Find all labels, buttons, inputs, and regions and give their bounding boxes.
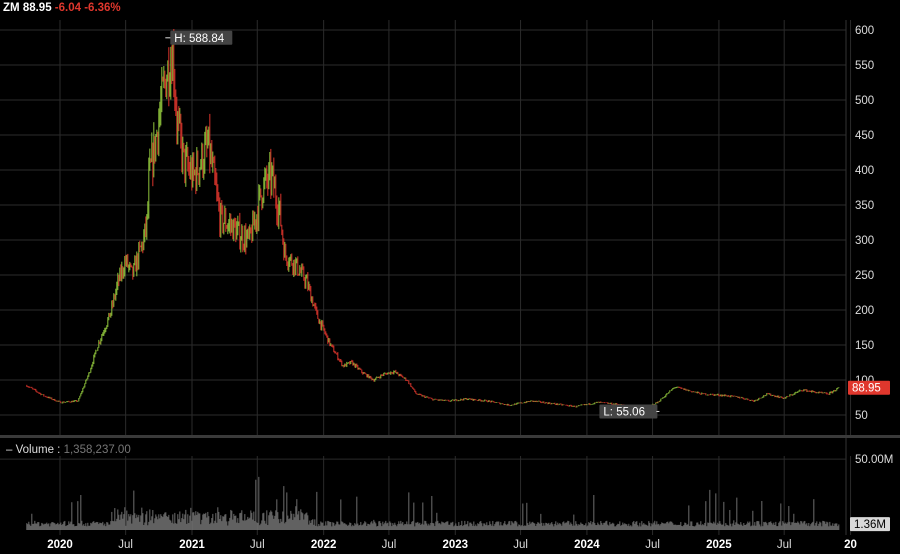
high-label: H: 588.84: [174, 33, 224, 45]
volume-separator: :: [57, 444, 61, 456]
last-volume-label: 1.36M: [854, 519, 886, 531]
price-grid: [0, 20, 852, 535]
time-tick-label: Jul: [777, 539, 792, 551]
ticker-change: -6.04: [54, 2, 82, 14]
price-tick-label: 50: [855, 410, 868, 422]
last-price-bg: [848, 380, 890, 395]
time-tick-label: Jul: [382, 539, 397, 551]
price-tick-label: 150: [855, 340, 874, 352]
time-tick-label: 2025: [706, 539, 732, 551]
price-candles: [26, 28, 840, 410]
ticker-price: 88.95: [22, 2, 52, 14]
price-tick-label: 450: [855, 130, 874, 142]
low-label-bg: [599, 404, 658, 419]
collapse-dash-icon[interactable]: –: [6, 444, 13, 456]
price-tick-label: 400: [855, 165, 874, 177]
price-axis-labels: 6005505004504003503002502001501005050.00…: [855, 25, 893, 466]
last-price-label: 88.95: [852, 383, 881, 395]
time-tick-label: 20: [844, 539, 857, 551]
time-tick-label: 2020: [47, 539, 73, 551]
time-tick-label: Jul: [513, 539, 528, 551]
price-tick-label: 500: [855, 95, 874, 107]
low-label: L: 55.06: [603, 406, 645, 418]
time-tick-label: 2024: [574, 539, 600, 551]
volume-tick-label: 50.00M: [855, 454, 893, 466]
ticker-symbol: ZM: [3, 2, 20, 14]
price-tick-label: 600: [855, 25, 874, 37]
volume-value: 1,358,237.00: [63, 444, 131, 456]
time-tick-label: 2022: [311, 539, 337, 551]
time-tick-label: Jul: [118, 539, 133, 551]
time-axis-labels: 2020 Jul 2021 Jul 2022 Jul 2023 Jul 2024 Jul 2025 J…: [47, 539, 857, 551]
price-tick-label: 350: [855, 200, 874, 212]
time-tick-label: Jul: [645, 539, 660, 551]
price-tick-label: 300: [855, 235, 874, 247]
time-tick-label: Jul: [250, 539, 265, 551]
last-volume-bg: [850, 517, 890, 532]
volume-title: Volume: [15, 444, 54, 456]
time-tick-label: 2021: [179, 539, 205, 551]
price-tick-label: 550: [855, 60, 874, 72]
ticker-change-pct: -6.36%: [84, 2, 121, 14]
price-tick-label: 200: [855, 305, 874, 317]
volume-header[interactable]: – Volume : 1,358,237.00: [6, 444, 131, 456]
price-tick-label: 250: [855, 270, 874, 282]
ticker-header: ZM 88.95 -6.04 -6.36%: [3, 2, 121, 14]
price-annotations: H: 588.84 L: 55.06 88.95 1.36M: [165, 30, 890, 532]
volume-bars: [26, 476, 840, 530]
time-tick-label: 2023: [442, 539, 468, 551]
high-label-bg: [170, 30, 233, 45]
